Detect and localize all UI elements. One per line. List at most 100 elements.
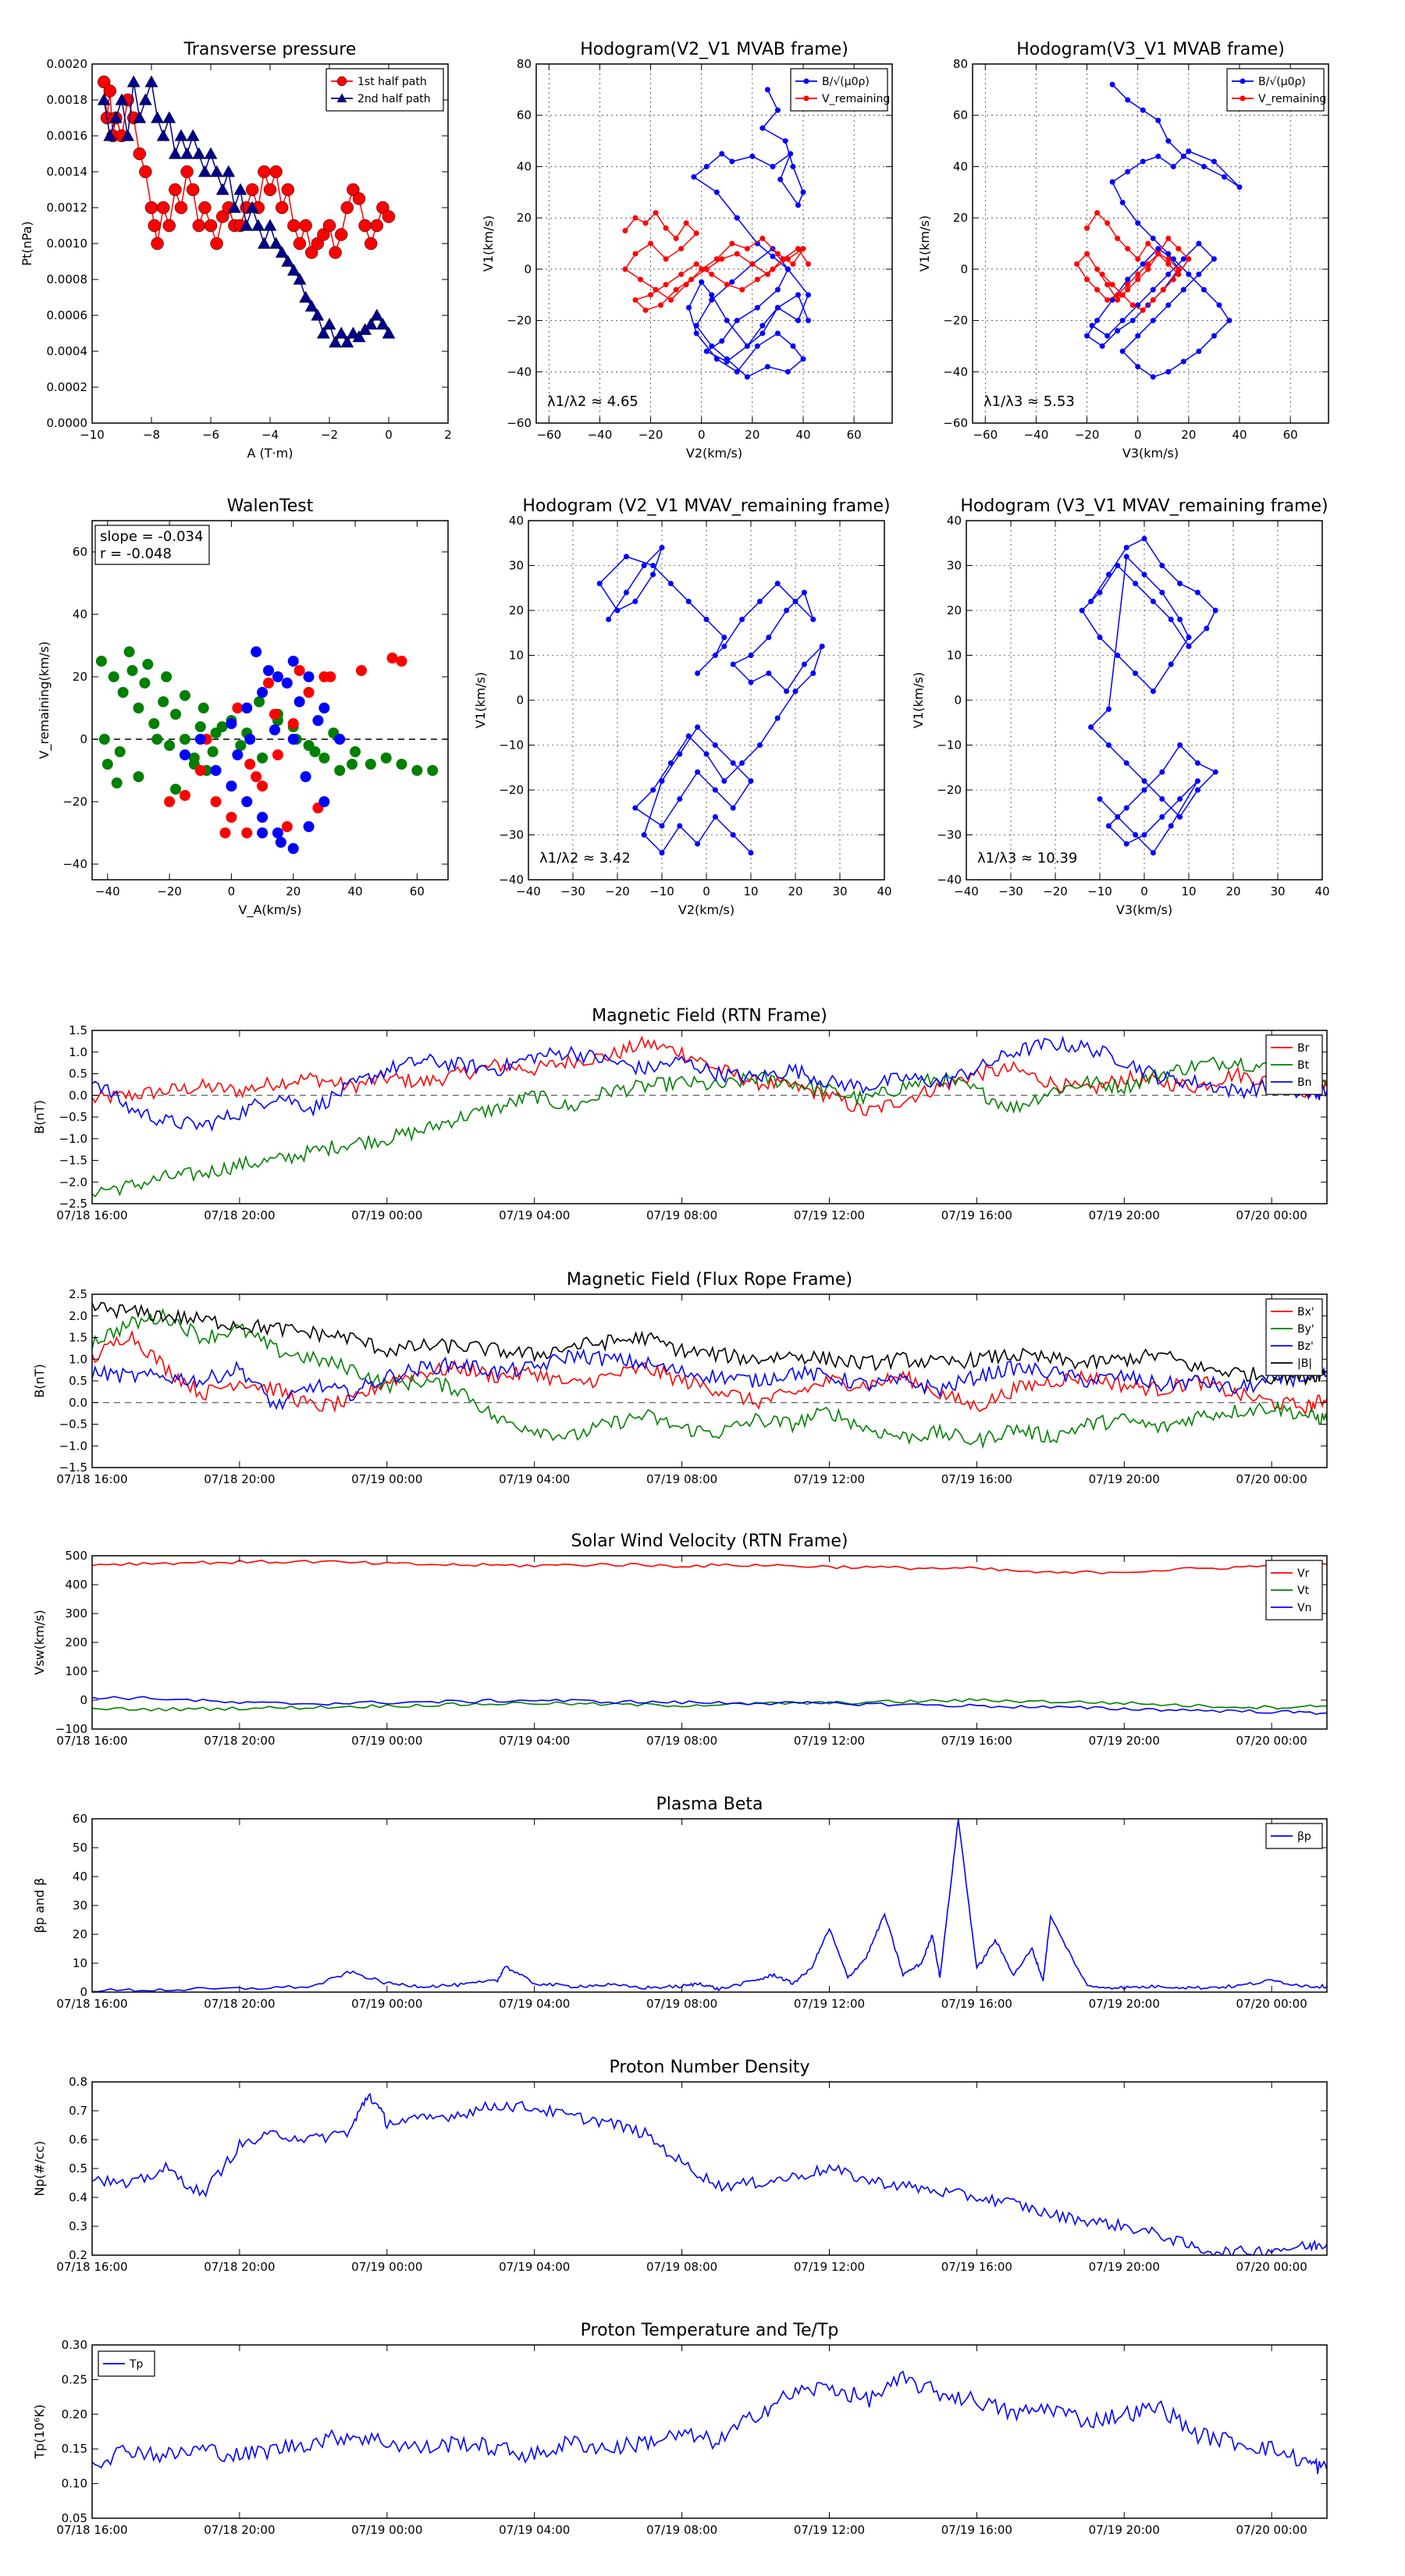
plot-area (92, 1035, 1327, 1198)
x-tick-label: 60 (1283, 428, 1298, 442)
legend-label: βp (1297, 1831, 1311, 1843)
data-point (281, 821, 293, 832)
y-axis-label: V_remaining(km/s) (37, 642, 52, 760)
data-point (641, 832, 647, 838)
data-point (712, 814, 718, 820)
data-point (235, 740, 247, 751)
data-point (739, 286, 745, 293)
legend-label: By' (1297, 1323, 1314, 1336)
data-point (275, 837, 286, 848)
x-tick-label: −2 (321, 428, 338, 442)
data-point (210, 796, 222, 807)
y-tick-label: 0.5 (69, 1374, 87, 1388)
data-point (304, 299, 318, 312)
data-point (232, 703, 244, 713)
data-point (180, 147, 194, 159)
data-point (114, 746, 126, 757)
data-point (257, 827, 269, 838)
series-line (624, 212, 809, 311)
data-point (287, 656, 299, 667)
data-point (1104, 297, 1111, 303)
data-point (766, 635, 772, 640)
data-point (380, 753, 392, 763)
x-tick-label: −4 (261, 428, 279, 442)
chart-title: Magnetic Field (Flux Rope Frame) (567, 1270, 852, 1290)
y-tick-label: −20 (507, 314, 532, 328)
series-line (92, 1698, 1327, 1712)
data-point (275, 201, 289, 215)
x-tick-label: 30 (832, 884, 847, 898)
data-point (1165, 368, 1172, 375)
data-point (792, 688, 799, 694)
data-point (1170, 163, 1176, 169)
data-point (683, 220, 689, 226)
x-tick-label: 07/19 12:00 (794, 2523, 865, 2537)
data-point (303, 821, 315, 832)
y-tick-label: 0.0018 (47, 93, 88, 107)
data-point (396, 759, 407, 770)
data-point (1165, 138, 1172, 144)
y-tick-label: −40 (499, 873, 524, 887)
data-point (215, 210, 229, 223)
chart-title: Hodogram (V3_V1 MVAV_remaining frame) (960, 496, 1328, 516)
plot-area (1074, 81, 1243, 380)
x-tick-label: 07/18 20:00 (204, 2523, 275, 2537)
y-tick-label: 0.3 (69, 2219, 87, 2233)
y-tick-label: 20 (953, 211, 968, 225)
chart-np: Proton Number Density 07/18 16:00 07/18 20… (32, 2058, 1328, 2274)
x-tick-label: 0 (702, 884, 710, 898)
x-tick-label: −20 (1075, 428, 1100, 442)
data-point (1094, 318, 1101, 324)
data-point (365, 759, 376, 770)
series-line (1086, 84, 1240, 378)
y-tick-label: −100 (55, 1722, 87, 1736)
data-point (103, 129, 117, 141)
data-point (1168, 661, 1174, 667)
x-tick-label: 07/18 16:00 (56, 1472, 127, 1486)
y-axis-label: Vsw(km/s) (32, 1610, 47, 1674)
data-point (756, 742, 763, 748)
data-point (1123, 545, 1129, 550)
data-point (800, 356, 806, 362)
y-tick-label: 0.0002 (47, 380, 88, 394)
data-point (1099, 343, 1105, 349)
data-point (659, 850, 665, 856)
y-tick-label: 0 (954, 693, 962, 707)
data-point (719, 338, 725, 344)
data-point (1115, 563, 1121, 568)
data-point (251, 219, 265, 231)
data-point (641, 563, 647, 568)
data-point (1105, 742, 1112, 748)
data-point (650, 571, 656, 578)
data-point (770, 163, 776, 169)
data-point (1123, 841, 1129, 847)
x-tick-label: 40 (1314, 884, 1329, 898)
data-point (683, 282, 689, 288)
data-point (226, 718, 237, 729)
data-point (748, 679, 754, 685)
data-point (1177, 796, 1183, 802)
data-point (1168, 823, 1174, 829)
data-point (180, 165, 194, 179)
data-point (97, 93, 111, 105)
data-point (396, 656, 407, 667)
data-point (774, 581, 781, 586)
data-point (648, 292, 654, 298)
y-tick-label: 1.0 (69, 1045, 87, 1059)
eigen-ratio-annotation: λ1/λ2 ≈ 4.65 (547, 393, 638, 410)
x-axis-label: V3(km/s) (1116, 902, 1172, 917)
x-tick-label: 0 (698, 428, 706, 442)
chart-tp: Transverse pressure −10 −8 −6 −4 −2 0 2 0.0000 0.… (20, 40, 452, 461)
data-point (293, 237, 307, 251)
data-point (1125, 286, 1131, 293)
data-point (1115, 653, 1121, 658)
data-point (1119, 199, 1126, 205)
x-tick-label: 07/19 20:00 (1089, 1472, 1160, 1486)
data-point (232, 749, 244, 760)
data-point (774, 304, 781, 311)
x-tick-label: 60 (410, 884, 425, 898)
data-point (719, 256, 725, 262)
y-tick-label: −60 (507, 416, 532, 430)
x-tick-label: 07/20 00:00 (1236, 2523, 1307, 2537)
